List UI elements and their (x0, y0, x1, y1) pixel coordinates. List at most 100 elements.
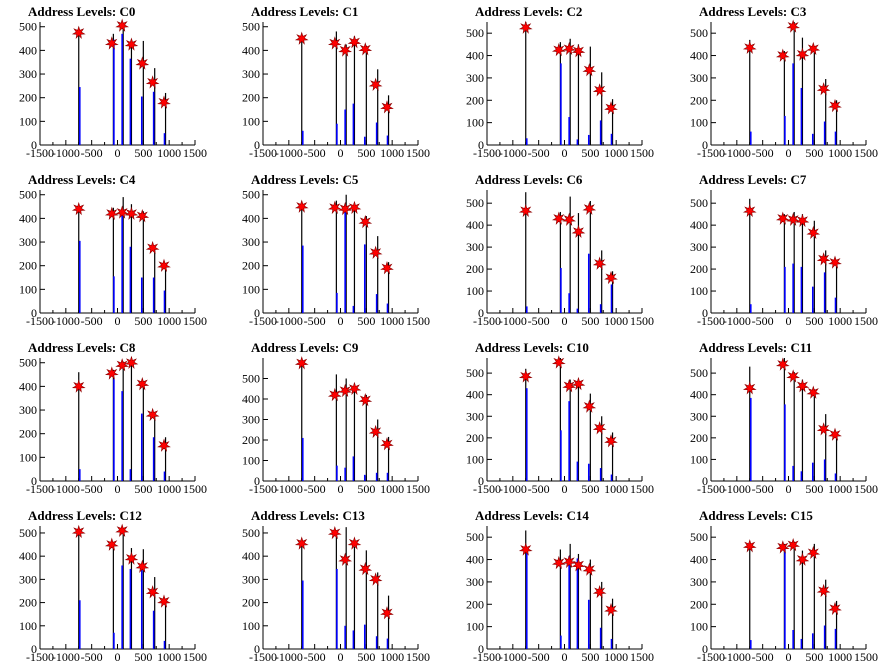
peak-marker (571, 376, 586, 391)
x-tick-label: 0 (115, 482, 121, 496)
x-tick-label: 1500 (630, 314, 654, 328)
x-tick-label: 500 (581, 146, 599, 160)
peak-marker (294, 356, 309, 370)
y-tick-label: 300 (242, 572, 260, 586)
y-tick-label: 200 (466, 93, 484, 107)
x-tick-label: 500 (581, 650, 599, 664)
histogram-bar-blue (576, 139, 579, 145)
peak-marker (604, 602, 618, 617)
y-tick-label: 200 (242, 433, 260, 447)
histogram-bar-black (577, 382, 580, 481)
y-tick-label: 100 (690, 452, 708, 466)
histogram-bar-blue (800, 266, 803, 313)
y-tick-label: 200 (690, 597, 708, 611)
peak-marker (358, 42, 373, 56)
histogram-bar-black (122, 197, 124, 313)
histogram-bar-blue (301, 580, 304, 649)
histogram-bar-black (525, 192, 527, 313)
peak-marker (806, 41, 821, 56)
y-tick-label: 300 (690, 409, 708, 423)
peak-marker (518, 542, 533, 556)
y-tick-label: 100 (242, 454, 260, 468)
histogram-bar-blue (811, 633, 814, 649)
histogram-bar-blue (834, 297, 837, 313)
y-tick-label: 300 (19, 403, 37, 417)
panel-title: Address Levels: C11 (699, 340, 812, 355)
peak-marker (294, 199, 309, 213)
x-tick-label: -1000 (723, 146, 751, 160)
peak-marker (604, 434, 618, 448)
x-tick-label: 1000 (604, 650, 628, 664)
peak-marker (145, 240, 160, 255)
panel-title: Address Levels: C12 (28, 508, 142, 523)
peak-marker (338, 552, 352, 566)
y-tick-label: 500 (690, 530, 708, 544)
histogram-bar-black (525, 22, 527, 145)
x-tick-label: 1000 (157, 482, 181, 496)
y-tick-label: 0 (31, 306, 37, 320)
x-tick-label: 0 (786, 482, 792, 496)
x-tick-label: 500 (134, 314, 152, 328)
y-tick-label: 500 (466, 530, 484, 544)
histogram-bar-black (142, 381, 144, 481)
peak-marker (135, 209, 150, 223)
histogram-bar-blue (749, 131, 752, 145)
histogram-bar-blue (576, 308, 579, 313)
y-tick-label: 500 (690, 26, 708, 40)
y-tick-label: 300 (466, 240, 484, 254)
histogram-bar-blue (560, 267, 562, 313)
x-tick-label: -500 (304, 650, 326, 664)
y-tick-label: 500 (19, 526, 37, 540)
peak-marker (347, 536, 362, 550)
y-tick-label: 100 (242, 282, 260, 296)
histogram-bar-blue (823, 625, 826, 649)
x-tick-label: 500 (357, 146, 375, 160)
peak-marker (786, 19, 800, 33)
peak-marker (294, 31, 309, 45)
y-tick-label: 500 (19, 188, 37, 202)
x-tick-label: 0 (562, 650, 568, 664)
y-tick-label: 100 (242, 114, 260, 128)
x-tick-label: 500 (805, 314, 823, 328)
peak-marker (816, 422, 831, 436)
histogram-bar-blue (823, 459, 826, 481)
x-tick-label: 0 (786, 650, 792, 664)
histogram-bar-black (387, 436, 390, 481)
histogram-bar-black (387, 262, 390, 313)
histogram-bar-black (801, 379, 804, 481)
histogram-bar-blue (336, 292, 338, 313)
peak-marker (327, 525, 342, 540)
y-tick-label: 200 (19, 596, 37, 610)
y-tick-label: 100 (19, 619, 37, 633)
y-tick-label: 500 (19, 356, 37, 370)
peak-marker (380, 100, 394, 114)
peak-marker (104, 537, 119, 551)
histogram-bar-blue (386, 303, 389, 313)
y-tick-label: 500 (466, 366, 484, 380)
x-tick-label: -1500 (473, 482, 501, 496)
histogram-bar-blue (336, 123, 338, 145)
peak-marker (368, 572, 383, 586)
y-tick-label: 200 (466, 431, 484, 445)
peak-marker (786, 212, 800, 226)
peak-marker (135, 559, 150, 573)
histogram-bar-black (387, 595, 390, 649)
histogram-bar-blue (386, 472, 389, 481)
histogram-bar-black (601, 250, 603, 313)
x-tick-label: 1000 (604, 146, 628, 160)
histogram-bar-black (601, 416, 603, 481)
histogram-bar-black (793, 541, 795, 649)
y-tick-label: 400 (466, 218, 484, 232)
histogram-bar-blue (352, 103, 355, 145)
x-tick-label: 0 (786, 146, 792, 160)
peak-marker (816, 82, 831, 96)
peak-marker (327, 36, 342, 50)
panel-c4: Address Levels: C40100200300400500-1500-… (19, 172, 207, 328)
x-tick-label: 1500 (406, 146, 430, 160)
histogram-bar-blue (610, 284, 613, 313)
peak-marker (71, 379, 86, 393)
histogram-bar-black (835, 100, 838, 145)
x-tick-label: 1500 (183, 482, 207, 496)
histogram-bar-black (749, 39, 751, 145)
x-tick-label: -500 (752, 650, 774, 664)
